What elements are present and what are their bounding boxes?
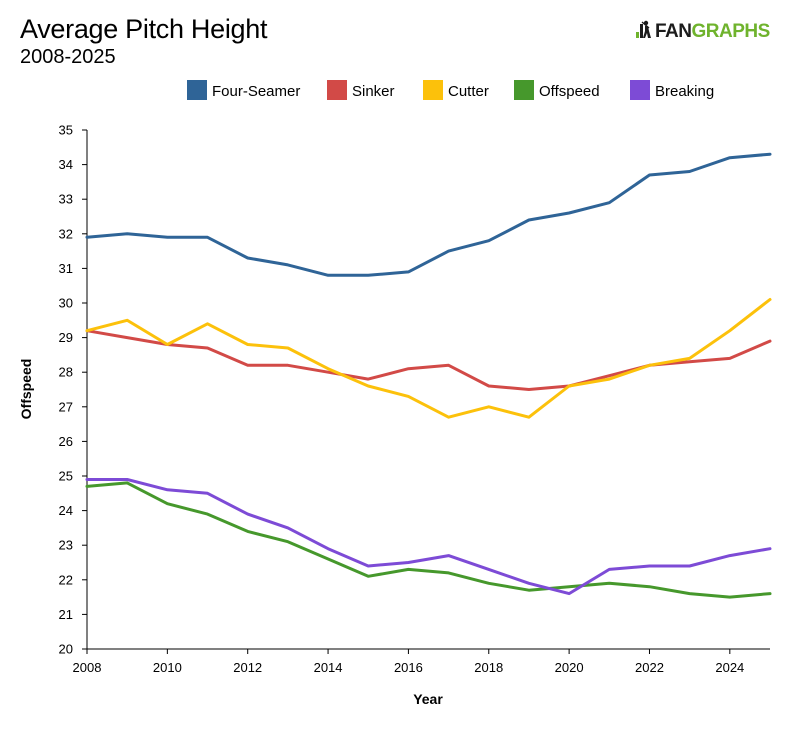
series-lines [85, 152, 772, 599]
axes: 20 21 22 23 24 25 26 27 28 29 30 31 32 33 34 35 2008 2010… [59, 123, 770, 675]
x-tick-label: 2016 [394, 660, 423, 675]
logo-fan-text: FAN [655, 21, 692, 42]
legend-item-sinker: Sinker [327, 80, 395, 100]
x-tick-label: 2024 [715, 660, 744, 675]
chart-subtitle: 2008-2025 [20, 46, 116, 68]
legend-item-breaking: Breaking [630, 80, 714, 100]
x-tick-label: 2012 [233, 660, 262, 675]
legend-label: Offspeed [539, 83, 600, 100]
y-tick-label: 25 [59, 469, 73, 484]
y-tick-label: 34 [59, 157, 73, 172]
y-tick-label: 27 [59, 399, 73, 414]
series-line-sinker [85, 329, 772, 391]
legend-swatch [514, 80, 534, 100]
legend-swatch [630, 80, 650, 100]
y-tick-label: 28 [59, 365, 73, 380]
legend-item-four-seamer: Four-Seamer [187, 80, 300, 100]
legend: Four-Seamer Sinker Cutter Offspeed Breaking [187, 80, 714, 100]
y-tick-label: 32 [59, 226, 73, 241]
series-line-breaking [85, 478, 772, 596]
y-tick-label: 29 [59, 330, 73, 345]
fangraphs-logo: FAN GRAPHS [636, 20, 770, 44]
batter-logo-icon [636, 20, 652, 44]
y-tick-label: 30 [59, 296, 73, 311]
x-tick-label: 2008 [73, 660, 102, 675]
x-tick-label: 2022 [635, 660, 664, 675]
legend-swatch [327, 80, 347, 100]
legend-label: Sinker [352, 83, 395, 100]
y-tick-label: 35 [59, 123, 73, 138]
legend-swatch [187, 80, 207, 100]
y-tick-label: 24 [59, 503, 73, 518]
logo-graphs-text: GRAPHS [691, 21, 771, 42]
x-tick-label: 2018 [474, 660, 503, 675]
x-tick-label: 2014 [314, 660, 343, 675]
y-tick-label: 26 [59, 434, 73, 449]
x-axis-title: Year [413, 691, 443, 707]
y-tick-label: 23 [59, 538, 73, 553]
series-line-offspeed [85, 481, 772, 599]
series-line-cutter [85, 298, 772, 419]
y-tick-label: 21 [59, 607, 73, 622]
y-axis-title: Offspeed [18, 359, 34, 420]
series-line-four-seamer [85, 152, 772, 277]
y-tick-label: 33 [59, 192, 73, 207]
x-tick-label: 2020 [555, 660, 584, 675]
legend-label: Four-Seamer [212, 83, 300, 100]
y-tick-label: 20 [59, 642, 73, 657]
legend-item-cutter: Cutter [423, 80, 489, 100]
legend-label: Breaking [655, 83, 714, 100]
chart-title: Average Pitch Height [20, 14, 268, 44]
y-tick-label: 22 [59, 572, 73, 587]
legend-swatch [423, 80, 443, 100]
x-tick-label: 2010 [153, 660, 182, 675]
legend-item-offspeed: Offspeed [514, 80, 600, 100]
y-tick-label: 31 [59, 261, 73, 276]
legend-label: Cutter [448, 83, 489, 100]
